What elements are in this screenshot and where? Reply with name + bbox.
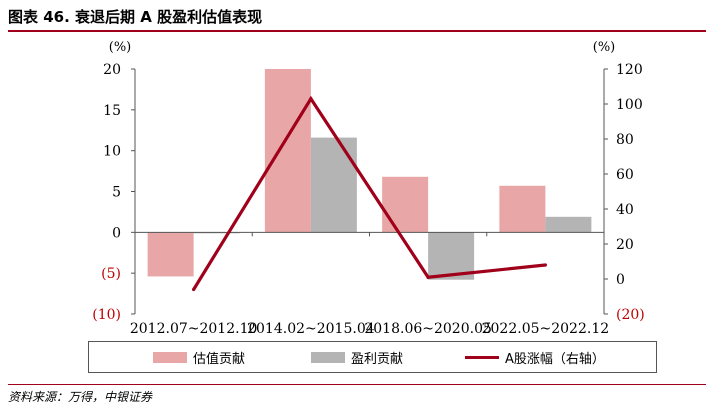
index-point-1 (309, 97, 313, 101)
index-point-3 (543, 263, 547, 267)
category-label-3: 2022.05~2022.12 (482, 321, 610, 337)
right-tick-label-0: 120 (616, 62, 643, 78)
line-layer (192, 95, 547, 292)
axes-layer (131, 68, 608, 315)
bar-earnings-1 (310, 137, 357, 233)
right-axis-unit: (%) (593, 40, 616, 55)
bar-valuation-2 (382, 176, 429, 233)
index-line (192, 95, 546, 291)
right-tick-label-4: 40 (616, 202, 634, 218)
legend-swatch-earnings (311, 351, 345, 363)
right-tick-label-5: 20 (616, 237, 634, 253)
bars-layer (147, 69, 592, 280)
bar-valuation-3 (499, 185, 546, 233)
right-tick-label-1: 100 (616, 97, 643, 113)
index-point-2 (426, 275, 430, 279)
labels-layer: 20 15 10 5 0 (5) (10) 120 100 80 60 40 20 0 (20) 2012.0… (92, 62, 645, 337)
right-tick-label-7: (20) (616, 307, 645, 323)
index-point-0 (192, 287, 196, 292)
left-tick-label-6: (10) (92, 307, 121, 323)
legend-swatch-index (465, 355, 499, 359)
legend-item-earnings: 盈利贡献 (311, 342, 403, 372)
bar-valuation-1 (264, 69, 311, 233)
legend-item-valuation: 估值贡献 (153, 342, 245, 372)
left-tick-label-4: 0 (112, 225, 121, 241)
source-rule (8, 384, 706, 385)
left-tick-label-5: (5) (101, 266, 121, 282)
legend-label-index: A股涨幅（右轴） (505, 351, 605, 367)
bar-earnings-3 (545, 216, 592, 233)
category-label-1: 2014.02~2015.04 (247, 321, 375, 337)
legend-label-valuation: 估值贡献 (193, 351, 246, 367)
chart: (%) (%) 20 15 10 5 0 (5) (10) 120 100 80 60 40 20 0 (2… (92, 40, 645, 337)
bar-valuation-0 (147, 232, 194, 277)
figure-title: 图表 46. 衰退后期 A 股盈利估值表现 (8, 8, 263, 26)
source-note: 资料来源：万得，中银证券 (8, 390, 153, 404)
right-tick-label-6: 0 (616, 272, 625, 288)
left-axis-unit: (%) (109, 40, 132, 55)
legend-label-earnings: 盈利贡献 (351, 351, 404, 367)
left-tick-label-0: 20 (103, 62, 121, 78)
right-tick-label-2: 80 (616, 132, 634, 148)
right-tick-label-3: 60 (616, 167, 634, 183)
category-label-0: 2012.07~2012.10 (130, 321, 258, 337)
legend-swatch-valuation (153, 351, 187, 363)
category-label-2: 2018.06~2020.05 (364, 321, 492, 337)
left-tick-label-1: 15 (103, 103, 121, 119)
legend: 估值贡献 盈利贡献 A股涨幅（右轴） (88, 341, 657, 373)
legend-item-index: A股涨幅（右轴） (465, 342, 605, 372)
title-rule (8, 30, 706, 32)
left-tick-label-3: 5 (112, 185, 121, 201)
left-tick-label-2: 10 (103, 144, 121, 160)
